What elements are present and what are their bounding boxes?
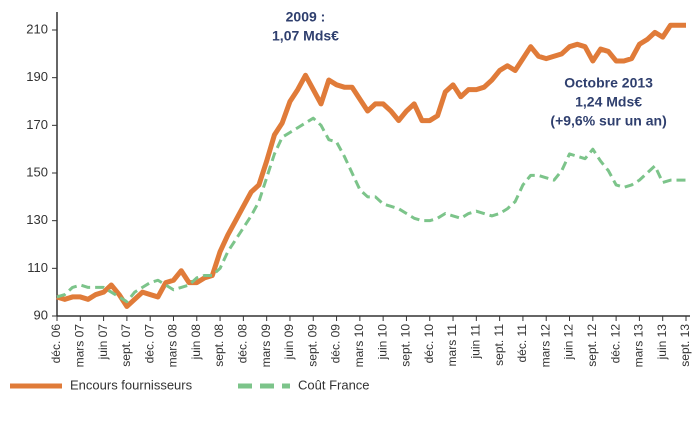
x-tick-label: mars 08 — [166, 324, 180, 368]
x-tick-label: juin 09 — [282, 324, 296, 361]
x-tick-label: déc. 08 — [236, 324, 250, 364]
x-tick-label: juin 10 — [375, 324, 389, 361]
x-tick-label: juin 12 — [562, 324, 576, 361]
x-tick-label: mars 12 — [538, 324, 552, 368]
annotation: 1,07 Mds€ — [272, 28, 339, 44]
y-tick-label: 190 — [26, 69, 48, 84]
x-tick-label: déc. 09 — [329, 324, 343, 364]
x-tick-label: juin 08 — [189, 324, 203, 361]
x-tick-label: juin 11 — [469, 324, 483, 360]
x-tick-label: déc. 07 — [142, 324, 156, 364]
x-tick-label: sept. 08 — [212, 324, 226, 367]
x-tick-label: sept. 07 — [119, 324, 133, 367]
legend-label: Coût France — [298, 377, 370, 392]
x-tick-label: mars 09 — [259, 324, 273, 368]
series-line — [56, 22, 686, 309]
x-tick-label: mars 13 — [632, 324, 646, 368]
series-line — [56, 116, 686, 304]
y-tick-label: 130 — [26, 212, 48, 227]
x-tick-label: juin 07 — [96, 324, 110, 361]
annotation: 2009 : — [286, 9, 326, 25]
x-tick-label: juin 13 — [655, 324, 669, 361]
y-tick-label: 170 — [26, 117, 48, 132]
x-tick-label: sept. 11 — [492, 324, 506, 366]
x-tick-label: sept. 13 — [678, 324, 692, 367]
annotation: (+9,6% sur un an) — [550, 113, 666, 129]
x-tick-label: sept. 10 — [399, 324, 413, 367]
annotation: 1,24 Mds€ — [575, 94, 642, 110]
x-tick-label: déc. 12 — [608, 324, 622, 364]
y-tick-label: 90 — [34, 307, 48, 322]
x-tick-label: mars 11 — [445, 324, 459, 367]
x-tick-label: mars 10 — [352, 324, 366, 368]
x-tick-label: sept. 12 — [585, 324, 599, 367]
x-tick-label: déc. 11 — [515, 324, 529, 363]
y-tick-label: 150 — [26, 164, 48, 179]
y-tick-label: 110 — [27, 260, 48, 275]
annotation: Octobre 2013 — [564, 75, 653, 91]
y-tick-label: 210 — [26, 21, 48, 36]
legend-label: Encours fournisseurs — [70, 377, 193, 392]
x-tick-label: sept. 09 — [305, 324, 319, 367]
x-tick-label: déc. 06 — [49, 324, 63, 364]
x-tick-label: déc. 10 — [422, 324, 436, 364]
x-tick-label: mars 07 — [72, 324, 86, 368]
